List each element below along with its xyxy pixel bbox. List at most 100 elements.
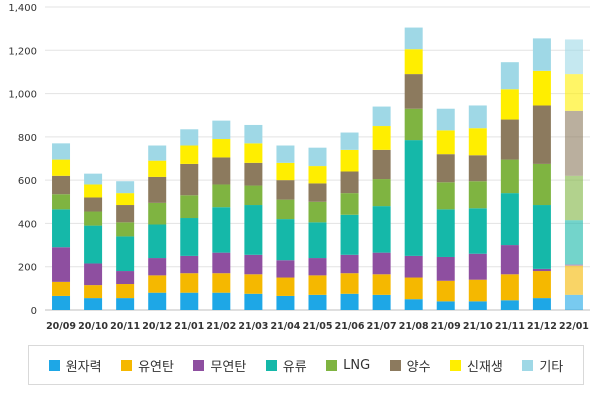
x-tick-label: 21/05	[303, 321, 333, 332]
bar-segment	[404, 140, 423, 256]
bar-segment	[372, 274, 391, 295]
bar-segment	[148, 176, 167, 203]
x-tick-label: 21/03	[238, 321, 268, 332]
bar-segment	[372, 206, 391, 253]
legend-label: 기타	[539, 359, 564, 375]
x-tick-label: 21/11	[495, 321, 525, 332]
bar-segment	[212, 273, 231, 293]
bar-segment	[436, 301, 455, 310]
bar-segment	[148, 160, 167, 177]
bar-segment	[244, 143, 263, 163]
bar-segment	[84, 197, 103, 212]
bar-segment	[212, 120, 231, 140]
bar-segment	[84, 211, 103, 226]
bar-segment	[372, 179, 391, 207]
bar-segment	[52, 295, 71, 310]
bar-segment	[244, 124, 263, 144]
bar-segment	[244, 185, 263, 206]
bar-segment	[148, 292, 167, 310]
legend-label: 원자력	[65, 359, 102, 375]
legend-swatch	[121, 359, 133, 371]
bar-segment	[532, 205, 551, 269]
bar-segment	[180, 129, 199, 146]
legend-item: LNG	[326, 358, 370, 373]
bar-segment	[116, 181, 135, 194]
bar-segment	[500, 119, 519, 160]
legend-swatch	[326, 359, 338, 371]
x-tick-label: 21/08	[399, 321, 429, 332]
bar-segment	[500, 245, 519, 275]
bar-segment	[500, 274, 519, 301]
bar-segment	[404, 299, 423, 310]
bar-segment	[436, 280, 455, 302]
y-tick-label: 400	[18, 219, 37, 230]
legend-label: 유류	[282, 359, 307, 375]
bar-segment	[212, 139, 231, 158]
bar-segment	[308, 294, 327, 310]
bar-segment	[180, 218, 199, 256]
bar-segment	[500, 62, 519, 90]
bar-segment	[564, 110, 583, 176]
bar-segment	[276, 180, 295, 200]
bar-segment	[564, 74, 583, 111]
bar-segment	[308, 258, 327, 276]
bar-segment	[84, 263, 103, 286]
bar-segment	[148, 275, 167, 293]
y-tick-label: 1,200	[8, 46, 37, 57]
bar-segment	[180, 255, 199, 274]
legend-label: 양수	[406, 359, 431, 375]
bar-segment	[276, 277, 295, 296]
bar-segment	[340, 254, 359, 274]
bar-segment	[148, 145, 167, 161]
bar-segment	[308, 166, 327, 184]
bar-segment	[116, 205, 135, 223]
bar-segment	[116, 284, 135, 299]
bar-segment	[180, 163, 199, 196]
bar-segment	[308, 147, 327, 167]
y-tick-label: 200	[18, 263, 37, 274]
bar-segment	[212, 252, 231, 274]
bar-segment	[340, 193, 359, 215]
bar-segment	[468, 105, 487, 129]
bar-segment	[212, 157, 231, 185]
bar-segment	[180, 273, 199, 293]
legend-item: 무연탄	[193, 356, 246, 375]
legend-swatch	[389, 359, 401, 371]
bar-segment	[468, 253, 487, 280]
bar-segment	[564, 220, 583, 265]
bar-segment	[84, 184, 103, 198]
bar-segment	[532, 163, 551, 206]
bar-segment	[436, 182, 455, 210]
bar-segment	[564, 39, 583, 75]
bar-segment	[340, 293, 359, 310]
bar-segment	[308, 183, 327, 202]
bar-segment	[436, 209, 455, 257]
bar-segment	[180, 292, 199, 310]
y-tick-label: 0	[31, 306, 37, 317]
bar-segment	[116, 298, 135, 310]
chart-legend: 원자력 유연탄 무연탄 유류 LNG 양수 신재생 기타	[28, 345, 584, 385]
bar-segment	[84, 285, 103, 299]
bar-segment	[52, 194, 71, 210]
bar-segment	[308, 222, 327, 259]
bar-segment	[276, 162, 295, 181]
bar-segment	[276, 260, 295, 278]
legend-item: 기타	[522, 356, 563, 375]
bar-segment	[276, 219, 295, 261]
x-tick-label: 21/09	[431, 321, 461, 332]
bar-segment	[244, 254, 263, 275]
bar-segment	[340, 214, 359, 255]
x-tick-label: 21/01	[174, 321, 204, 332]
bar-segment	[276, 199, 295, 220]
bar-segment	[436, 256, 455, 281]
x-tick-label: 20/09	[46, 321, 76, 332]
y-tick-label: 800	[18, 133, 37, 144]
bar-segment	[404, 49, 423, 75]
bar-segment	[340, 149, 359, 172]
bar-segment	[372, 149, 391, 180]
bar-segment	[404, 27, 423, 50]
x-tick-label: 20/11	[110, 321, 140, 332]
bar-segment	[340, 171, 359, 194]
